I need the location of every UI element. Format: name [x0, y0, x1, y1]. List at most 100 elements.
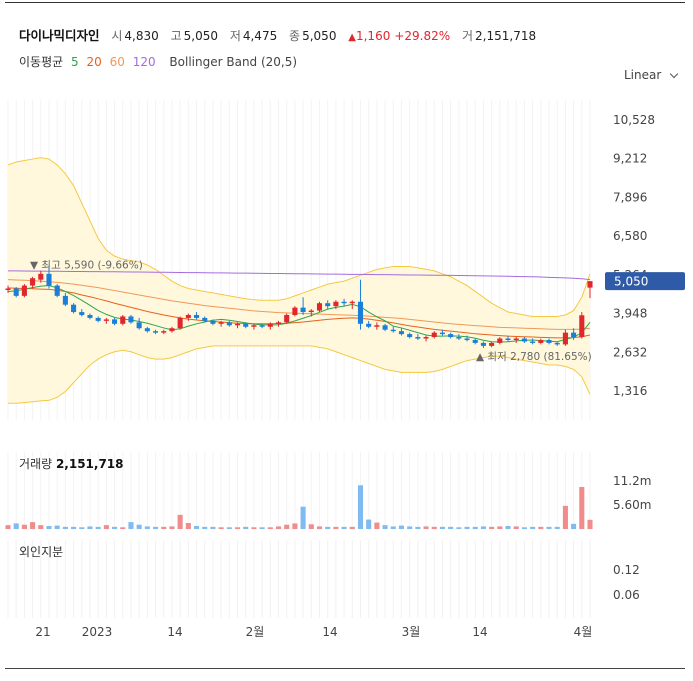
volume-bar — [193, 526, 200, 529]
bollinger-lower-line — [8, 345, 591, 404]
volume-bar — [415, 526, 421, 529]
candle-body — [144, 328, 150, 332]
volume-bar — [153, 526, 159, 529]
volume-bar — [243, 526, 249, 529]
candle-body — [112, 319, 118, 324]
stock-name: 다이나믹디자인 — [19, 28, 100, 43]
volume-bar — [546, 526, 552, 529]
ma60-line — [7, 279, 591, 330]
volume-bar — [210, 526, 216, 529]
volume-bar — [325, 526, 331, 529]
volume-bar — [431, 526, 437, 529]
candle-body — [456, 337, 462, 339]
volume-bar — [489, 526, 495, 529]
volume-bar — [521, 527, 527, 529]
candle-body — [87, 314, 93, 318]
ma5-line — [7, 285, 591, 343]
foreign-tick-label: 0.06 — [613, 588, 640, 602]
close-label: 종 — [289, 29, 301, 43]
volume-title: 거래량 2,151,718 — [19, 457, 124, 471]
volume-bar — [251, 527, 257, 529]
current-price-label: 5,050 — [614, 275, 648, 289]
volume-panel: 거래량 2,151,718 11.2m 5.60m — [5, 457, 651, 529]
volume-value: 2,151,718 — [475, 29, 537, 43]
volume-bar — [79, 527, 85, 529]
candle-body — [374, 325, 380, 327]
bollinger-upper-line — [7, 157, 591, 317]
candle-body — [251, 325, 257, 327]
volume-bar — [366, 519, 372, 529]
volume-bar — [21, 524, 27, 529]
candle-body — [218, 322, 224, 324]
volume-bar — [5, 525, 11, 529]
candle-body — [169, 328, 175, 332]
volume-bar — [13, 523, 19, 529]
volume-bar — [407, 526, 413, 529]
volume-bar — [579, 487, 585, 529]
foreign-title: 외인지분 — [19, 545, 63, 559]
candle-body — [489, 342, 495, 346]
price-annotations: ▼ 최고 5,590 (-9.66%) ▲ 최저 2,780 (81.65%) — [30, 259, 592, 363]
volume-tick-label: 5.60m — [613, 498, 651, 512]
candle-body — [153, 331, 159, 333]
volume-bar — [128, 522, 134, 529]
scale-dropdown[interactable]: Linear — [624, 68, 679, 82]
candle-body — [398, 331, 405, 335]
volume-bar — [95, 526, 101, 529]
bollinger-fill — [8, 157, 590, 404]
volume-bar — [161, 526, 167, 529]
candle-body — [431, 332, 437, 338]
candle-body — [390, 329, 396, 332]
candle-body — [46, 273, 52, 286]
volume-bar — [480, 526, 486, 529]
volume-bar — [234, 527, 241, 529]
volume-bar — [341, 526, 347, 529]
candle-body — [95, 317, 101, 321]
volume-bar — [316, 526, 323, 529]
volume-bar — [136, 524, 142, 529]
ma5-legend: 5 — [71, 55, 79, 69]
candle-body — [546, 339, 552, 343]
candle-body — [234, 323, 241, 326]
price-tick-label: 2,632 — [613, 345, 647, 359]
time-tick-label: 21 — [35, 625, 50, 639]
candle-body — [79, 312, 85, 315]
candle-body — [366, 323, 372, 327]
ma-legend-title: 이동평균 — [19, 55, 64, 69]
volume-bar — [374, 522, 380, 529]
volume-bar — [267, 527, 273, 529]
volume-bar — [390, 526, 396, 529]
volume-bar — [554, 526, 560, 529]
volume-bar — [226, 527, 232, 529]
volume-bar — [562, 505, 568, 529]
volume-bar — [505, 526, 511, 529]
candle-body — [316, 303, 323, 311]
candle-body — [554, 342, 560, 345]
volume-label: 거 — [461, 29, 474, 43]
ma60-legend: 60 — [109, 55, 125, 69]
candle-body — [193, 314, 200, 318]
candle-body — [136, 322, 142, 329]
time-tick-label: 2023 — [82, 625, 113, 639]
candle-body — [579, 315, 585, 338]
moving-averages — [7, 270, 591, 343]
volume-bar — [538, 526, 544, 529]
candle-body — [571, 332, 577, 338]
candle-body — [308, 310, 314, 313]
change-value: 1,160 — [355, 29, 391, 43]
foreign-ownership-panel: 외인지분 0.12 0.06 — [19, 545, 640, 602]
low-label: 저 — [229, 29, 241, 43]
candle-body — [259, 325, 265, 327]
price-tick-label: 10,528 — [613, 113, 655, 127]
candlesticks — [5, 265, 593, 348]
bollinger-band — [7, 157, 591, 404]
volume-bar — [144, 526, 150, 529]
volume-bar — [120, 527, 126, 529]
candle-body — [267, 323, 273, 327]
time-tick-label: 2월 — [246, 625, 265, 639]
volume-bar — [398, 525, 405, 529]
candle-body — [464, 338, 470, 340]
volume-bar — [472, 526, 478, 529]
price-tick-label: 7,896 — [613, 190, 647, 204]
